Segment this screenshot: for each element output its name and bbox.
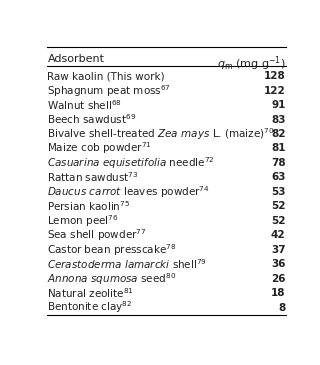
Text: 37: 37 [271, 245, 285, 255]
Text: Walnut shell$^{68}$: Walnut shell$^{68}$ [47, 98, 123, 112]
Text: Raw kaolin (This work): Raw kaolin (This work) [47, 71, 165, 81]
Text: Persian kaolin$^{75}$: Persian kaolin$^{75}$ [47, 199, 131, 213]
Text: $\mathit{Annona\ squmosa}$ seed$^{80}$: $\mathit{Annona\ squmosa}$ seed$^{80}$ [47, 271, 177, 287]
Text: $\mathit{Daucus\ carrot}$ leaves powder$^{74}$: $\mathit{Daucus\ carrot}$ leaves powder$… [47, 184, 210, 200]
Text: 26: 26 [271, 274, 285, 284]
Text: 8: 8 [278, 303, 285, 312]
Text: 52: 52 [271, 201, 285, 211]
Text: Maize cob powder$^{71}$: Maize cob powder$^{71}$ [47, 141, 152, 156]
Text: Adsorbent: Adsorbent [47, 54, 104, 65]
Text: 81: 81 [271, 143, 285, 154]
Text: Sea shell powder$^{77}$: Sea shell powder$^{77}$ [47, 227, 147, 243]
Text: 18: 18 [271, 288, 285, 298]
Text: 36: 36 [271, 259, 285, 269]
Text: $\mathit{Cerastoderma\ lamarcki}$ shell$^{79}$: $\mathit{Cerastoderma\ lamarcki}$ shell$… [47, 257, 207, 271]
Text: 83: 83 [271, 115, 285, 124]
Text: Bentonite clay$^{82}$: Bentonite clay$^{82}$ [47, 300, 133, 315]
Text: 63: 63 [271, 172, 285, 182]
Text: Beech sawdust$^{69}$: Beech sawdust$^{69}$ [47, 113, 137, 126]
Text: Sphagnum peat moss$^{67}$: Sphagnum peat moss$^{67}$ [47, 83, 172, 99]
Text: 53: 53 [271, 187, 285, 197]
Text: 52: 52 [271, 216, 285, 226]
Text: Lemon peel$^{76}$: Lemon peel$^{76}$ [47, 213, 119, 229]
Text: Rattan sawdust$^{73}$: Rattan sawdust$^{73}$ [47, 170, 139, 184]
Text: 122: 122 [264, 86, 285, 96]
Text: 82: 82 [271, 129, 285, 139]
Text: 91: 91 [271, 100, 285, 110]
Text: Castor bean presscake$^{78}$: Castor bean presscake$^{78}$ [47, 242, 177, 258]
Text: $q_{\mathrm{m}}$ (mg g$^{-1}$): $q_{\mathrm{m}}$ (mg g$^{-1}$) [217, 54, 285, 73]
Text: $\mathit{Casuarina\ equisetifolia}$ needle$^{72}$: $\mathit{Casuarina\ equisetifolia}$ need… [47, 155, 215, 171]
Text: 42: 42 [271, 230, 285, 240]
Text: 78: 78 [271, 158, 285, 168]
Text: Natural zeolite$^{81}$: Natural zeolite$^{81}$ [47, 286, 134, 300]
Text: Bivalve shell-treated $\mathit{Zea\ mays}$ L. (maize)$^{70}$: Bivalve shell-treated $\mathit{Zea\ mays… [47, 126, 275, 142]
Text: 128: 128 [264, 71, 285, 81]
